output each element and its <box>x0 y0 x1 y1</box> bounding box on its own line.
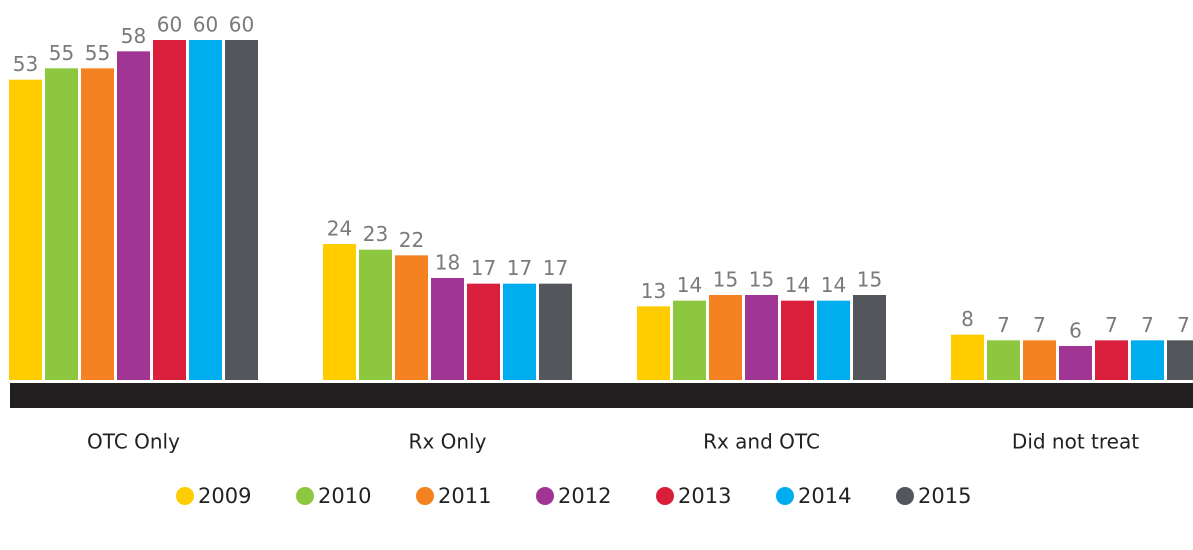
bar <box>673 300 706 380</box>
value-label: 53 <box>13 52 38 76</box>
bar <box>637 306 670 380</box>
legend-swatch <box>656 487 674 505</box>
bar <box>359 249 392 380</box>
bar <box>1167 340 1193 380</box>
bar <box>45 68 78 380</box>
value-label: 18 <box>435 251 460 275</box>
value-label: 60 <box>157 13 182 37</box>
legend-label: 2014 <box>798 484 851 508</box>
legend-swatch <box>536 487 554 505</box>
legend-label: 2009 <box>198 484 251 508</box>
value-label: 58 <box>121 24 146 48</box>
value-label: 55 <box>49 41 74 65</box>
bar <box>987 340 1020 380</box>
bar <box>1023 340 1056 380</box>
value-label: 14 <box>785 273 810 297</box>
bar <box>1095 340 1128 380</box>
value-label: 17 <box>471 256 496 280</box>
bar <box>817 300 850 380</box>
bar <box>81 68 114 380</box>
legend-swatch <box>896 487 914 505</box>
legend-swatch <box>176 487 194 505</box>
value-label: 6 <box>1069 319 1082 343</box>
value-label: 17 <box>507 256 532 280</box>
value-label: 7 <box>1105 313 1118 337</box>
x-tick-label: Rx Only <box>409 430 487 454</box>
bar <box>323 244 356 380</box>
value-label: 55 <box>85 41 110 65</box>
bar <box>189 40 222 380</box>
legend-label: 2015 <box>918 484 971 508</box>
value-label: 24 <box>327 217 352 241</box>
value-label: 23 <box>363 222 388 246</box>
value-label: 60 <box>193 13 218 37</box>
legend-swatch <box>296 487 314 505</box>
value-label: 22 <box>399 228 424 252</box>
bar <box>225 40 258 380</box>
bar <box>9 79 42 381</box>
value-label: 13 <box>641 279 666 303</box>
legend-label: 2010 <box>318 484 371 508</box>
x-tick-label: Did not treat <box>1012 430 1139 454</box>
legend-swatch <box>416 487 434 505</box>
x-tick-label: OTC Only <box>87 430 180 454</box>
bar <box>153 40 186 380</box>
value-label: 7 <box>1033 313 1046 337</box>
bar <box>951 334 984 380</box>
legend-label: 2013 <box>678 484 731 508</box>
value-label: 17 <box>543 256 568 280</box>
value-label: 8 <box>961 307 974 331</box>
value-label: 15 <box>713 268 738 292</box>
bar <box>745 295 778 380</box>
value-label: 7 <box>1177 313 1190 337</box>
bar <box>781 300 814 380</box>
bar <box>395 255 428 380</box>
bar <box>1131 340 1164 380</box>
bar <box>431 278 464 380</box>
x-tick-label: Rx and OTC <box>703 430 820 454</box>
value-label: 60 <box>229 13 254 37</box>
bar <box>467 283 500 380</box>
bar <box>117 51 150 380</box>
bar <box>1059 346 1092 380</box>
value-label: 14 <box>677 273 702 297</box>
legend-label: 2011 <box>438 484 491 508</box>
legend-swatch <box>776 487 794 505</box>
legend-label: 2012 <box>558 484 611 508</box>
value-label: 7 <box>997 313 1010 337</box>
bar <box>709 295 742 380</box>
value-label: 7 <box>1141 313 1154 337</box>
bar <box>853 295 886 380</box>
base-band <box>10 383 1193 408</box>
value-label: 15 <box>749 268 774 292</box>
value-label: 14 <box>821 273 846 297</box>
bar <box>539 283 572 380</box>
value-label: 15 <box>857 268 882 292</box>
bar <box>503 283 536 380</box>
